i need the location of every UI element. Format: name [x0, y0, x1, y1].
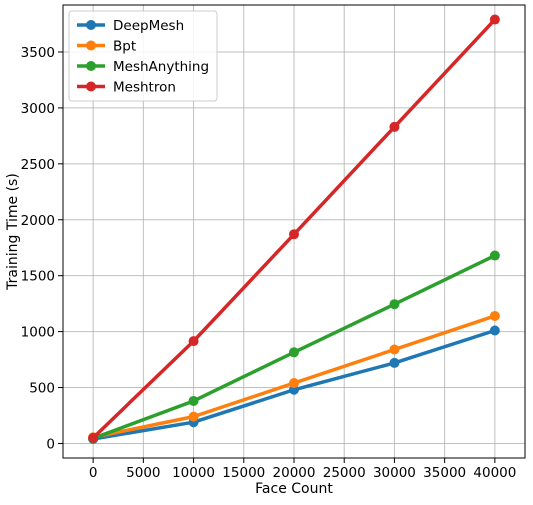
y-tick-label: 3000 [21, 101, 55, 117]
legend-label: Meshtron [113, 80, 176, 96]
data-point [289, 378, 299, 389]
legend: DeepMesh Bpt MeshAnything Meshtron [68, 10, 218, 102]
data-point [489, 250, 500, 261]
grid [63, 5, 525, 458]
data-point [289, 229, 299, 240]
legend-entry: MeshAnything [77, 59, 209, 75]
series-lines [88, 14, 500, 444]
legend-label: MeshAnything [113, 59, 209, 75]
data-point [389, 357, 400, 368]
y-tick-label: 2000 [21, 213, 55, 229]
data-point [389, 344, 400, 355]
data-point [188, 395, 199, 406]
x-axis-title: Face Count [255, 481, 333, 497]
x-tick-label: 15000 [222, 465, 265, 481]
y-tick-label: 0 [46, 436, 55, 452]
y-tick-label: 2500 [21, 157, 55, 173]
data-point [489, 325, 500, 336]
legend-marker [86, 61, 96, 71]
legend-marker [86, 40, 96, 51]
data-point [489, 310, 500, 321]
legend-entry: Meshtron [77, 80, 176, 96]
data-point [489, 14, 500, 25]
y-axis-title: Training Time (s) [5, 173, 21, 291]
x-tick-label: 25000 [323, 465, 366, 481]
data-point [389, 299, 400, 310]
legend-entry: Bpt [77, 39, 136, 55]
legend-marker [86, 20, 96, 30]
y-tick-label: 500 [29, 381, 55, 397]
legend-entry: DeepMesh [77, 18, 184, 34]
data-point [289, 347, 299, 358]
x-tick-label: 30000 [373, 465, 416, 481]
axes: 0 5000 10000 15000 20000 25000 30000 35000 40000… [21, 4, 526, 481]
data-point [389, 121, 400, 132]
x-tick-label: 5000 [126, 465, 160, 481]
y-tick-label: 3500 [21, 45, 55, 61]
y-tick-label: 1500 [21, 269, 55, 285]
legend-marker [86, 81, 96, 92]
x-tick-label: 35000 [423, 465, 466, 481]
series-meshtron [88, 14, 500, 443]
legend-label: Bpt [113, 39, 136, 55]
y-tick-label: 1000 [21, 325, 55, 341]
data-point [88, 432, 99, 443]
legend-box [68, 10, 218, 102]
x-tick-label: 20000 [273, 465, 316, 481]
legend-label: DeepMesh [113, 18, 184, 34]
x-tick-label: 40000 [473, 465, 516, 481]
x-tick-label: 10000 [172, 465, 215, 481]
data-point [188, 411, 199, 422]
x-tick-label: 0 [89, 465, 98, 481]
data-point [188, 336, 199, 347]
